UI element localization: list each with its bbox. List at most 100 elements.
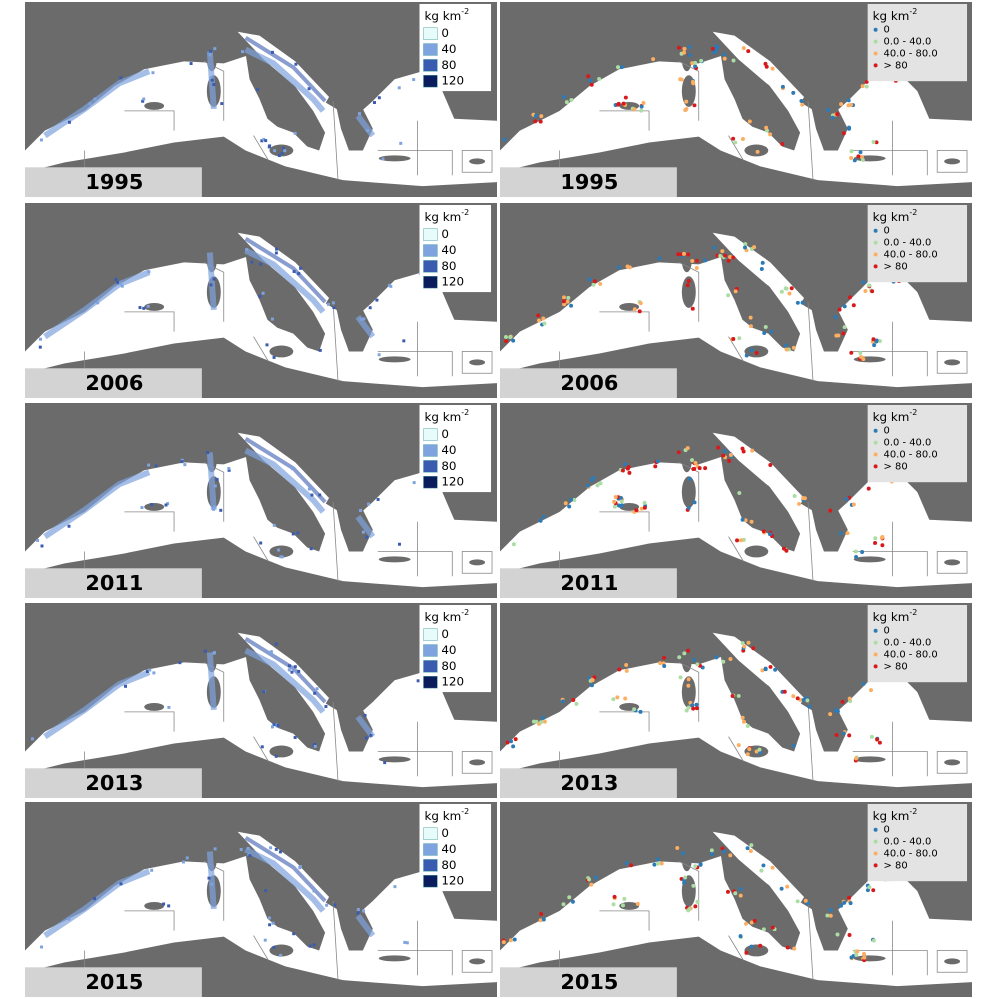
sample-point — [678, 675, 683, 680]
legend-title-sup: -2 — [909, 806, 917, 815]
legend-swatch — [423, 875, 438, 888]
density-cell — [213, 651, 216, 655]
balearic — [619, 502, 640, 511]
sample-point — [847, 696, 852, 701]
sample-point — [597, 76, 602, 81]
legend-title-text: kg km — [424, 808, 461, 822]
legend-swatch — [423, 628, 438, 641]
sample-point — [686, 252, 691, 257]
sample-point — [755, 149, 760, 154]
sample-point — [710, 46, 715, 51]
density-cell — [412, 481, 416, 485]
italy — [245, 648, 326, 752]
sample-point — [692, 500, 697, 505]
sample-point — [740, 446, 745, 451]
sample-point — [802, 496, 807, 501]
legend-label: 40 — [441, 443, 456, 457]
sample-point — [589, 478, 594, 483]
sample-point — [692, 466, 697, 471]
sample-point — [536, 313, 541, 318]
sample-point — [828, 913, 833, 918]
density-cell — [164, 503, 168, 507]
year-box — [500, 967, 677, 997]
density-cell — [313, 691, 317, 695]
density-cell — [215, 477, 219, 481]
density-cell — [93, 897, 97, 901]
sample-point — [877, 339, 882, 344]
sample-point — [655, 857, 660, 862]
legend-title-sup: -2 — [909, 207, 917, 216]
density-cell — [275, 247, 279, 251]
sample-point — [735, 538, 740, 543]
sample-point — [746, 640, 751, 645]
sample-point — [854, 756, 859, 761]
cyprus — [944, 559, 961, 566]
sample-point — [687, 44, 692, 49]
sample-point — [622, 896, 627, 901]
sample-point — [722, 52, 727, 57]
sample-point — [800, 102, 805, 107]
sample-point — [780, 141, 785, 146]
density-cell — [213, 484, 217, 488]
legend-dot — [873, 428, 878, 433]
density-cell — [212, 277, 216, 281]
sample-point — [728, 657, 733, 661]
sample-point — [844, 496, 849, 501]
sample-point — [805, 698, 810, 703]
density-cell — [325, 903, 329, 907]
legend-swatch — [423, 460, 438, 473]
year-box — [500, 368, 677, 398]
map-panel: 2013 kg km-2 0 40 80 120 — [25, 603, 497, 798]
sample-point — [681, 851, 686, 856]
sample-point — [748, 848, 753, 853]
density-cell — [261, 291, 265, 295]
sample-point — [764, 125, 769, 130]
sample-point — [595, 483, 600, 488]
density-cell — [315, 687, 319, 691]
sample-point — [542, 719, 547, 724]
density-cell — [362, 909, 365, 913]
sample-point — [538, 518, 543, 523]
sample-point — [620, 468, 625, 473]
legend-swatch — [423, 43, 438, 56]
sample-point — [562, 94, 567, 99]
sample-point — [861, 280, 866, 285]
sample-point — [690, 79, 695, 84]
density-cell — [151, 71, 155, 75]
legend-label: > 80 — [884, 60, 908, 71]
legend-label: 0 — [884, 426, 890, 437]
density-cell — [116, 280, 120, 284]
sample-point — [743, 242, 748, 247]
legend-label: 120 — [441, 874, 464, 888]
sample-point — [860, 157, 865, 162]
sample-point — [619, 503, 624, 508]
greece — [335, 701, 373, 752]
sample-point — [828, 508, 833, 513]
sample-point — [855, 949, 860, 954]
legend-swatch — [423, 827, 438, 840]
italy — [720, 248, 801, 352]
sample-point — [617, 667, 622, 672]
legend-dot — [873, 464, 878, 469]
zone-lines — [559, 462, 928, 582]
density-cell — [274, 754, 278, 758]
sample-point — [723, 449, 727, 454]
legend-title-sup: -2 — [461, 806, 469, 815]
density-cell — [209, 49, 213, 53]
sample-point — [587, 277, 592, 282]
map-panel: 2006 kg km-2 00.0 - 40.040.0 - 80.0> 80 — [500, 203, 972, 399]
density-cell — [296, 531, 300, 535]
legend-label: 40.0 - 80.0 — [884, 649, 938, 660]
sample-point — [872, 343, 877, 348]
sample-point — [534, 113, 539, 118]
density-cell — [67, 524, 71, 528]
sample-point — [619, 65, 624, 70]
legend-label: 0 — [884, 626, 890, 637]
corsica — [681, 448, 692, 473]
density-cell — [272, 723, 276, 727]
sample-point — [562, 302, 567, 307]
sample-point — [783, 343, 788, 348]
density-cell — [292, 270, 296, 273]
sample-point — [703, 258, 708, 263]
sample-point — [741, 719, 746, 724]
